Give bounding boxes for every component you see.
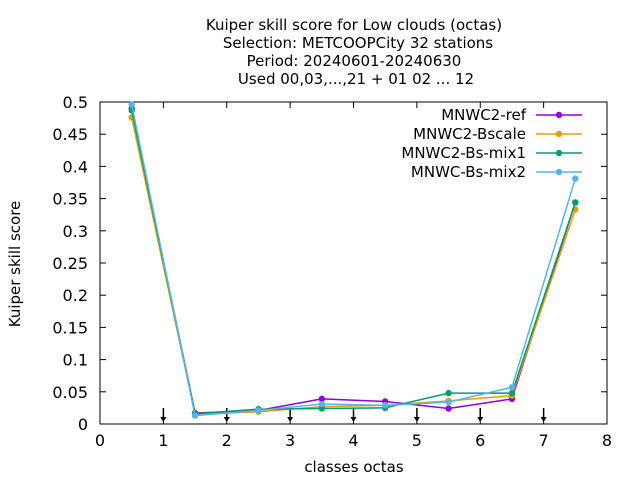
x-tick-label: 5 <box>412 431 422 450</box>
class-boundary-arrow <box>540 417 547 422</box>
class-boundary-markers <box>160 408 547 422</box>
plot-frame <box>99 101 608 425</box>
y-tick-label: 0.35 <box>52 190 88 209</box>
series-line <box>130 110 577 415</box>
title-line-3: Period: 20240601-20240630 <box>247 52 462 70</box>
x-tick-label: 1 <box>158 431 168 450</box>
y-tick-label: 0.05 <box>52 383 88 402</box>
y-tick-label: 0 <box>78 415 88 434</box>
series-line <box>130 117 577 416</box>
data-point <box>318 400 326 408</box>
data-point <box>445 398 452 406</box>
data-point <box>318 405 326 412</box>
legend-marker <box>555 111 563 119</box>
y-axis-label: Kuiper skill score <box>6 201 24 328</box>
legend-label: MNWC2-ref <box>441 106 526 124</box>
title-line-4: Used 00,03,...,21 + 01 02 ... 12 <box>238 70 474 88</box>
data-point <box>255 407 262 414</box>
class-boundary-arrow <box>350 417 357 422</box>
legend: MNWC2-refMNWC2-BscaleMNWC2-Bs-mix1MNWC-B… <box>401 106 582 181</box>
legend-label: MNWC2-Bs-mix1 <box>401 144 526 162</box>
series-line <box>130 104 577 417</box>
title-line-2: Selection: METCOOPCity 32 stations <box>223 34 493 52</box>
class-boundary-arrow <box>223 417 230 422</box>
series-layer <box>128 101 579 419</box>
data-point <box>445 405 452 412</box>
y-tick-label: 0.3 <box>63 222 88 241</box>
x-tick-label: 0 <box>95 431 105 450</box>
data-point <box>508 384 516 391</box>
chart-title: Kuiper skill score for Low clouds (octas… <box>206 16 502 88</box>
data-point <box>191 412 199 419</box>
legend-marker <box>555 149 563 157</box>
legend-marker <box>555 168 563 176</box>
data-point <box>318 395 326 403</box>
data-point <box>572 175 579 182</box>
y-axis-ticks: 0 0.05 0.1 0.15 0.2 0.25 0.3 0.35 0.4 0.45 0.5 <box>52 93 607 434</box>
legend-label: MNWC-Bs-mix2 <box>411 163 526 181</box>
data-point <box>128 101 135 108</box>
y-tick-label: 0.45 <box>52 125 88 144</box>
x-axis-label: classes octas <box>304 458 404 476</box>
y-tick-label: 0.25 <box>52 254 88 273</box>
series-mnwc-bs-mix2 <box>128 101 579 419</box>
x-tick-label: 8 <box>602 431 612 450</box>
x-tick-label: 4 <box>348 431 358 450</box>
data-point <box>572 199 579 206</box>
class-boundary-arrow <box>287 417 294 422</box>
class-boundary-arrow <box>413 417 420 422</box>
class-boundary-arrow <box>477 417 484 422</box>
title-line-1: Kuiper skill score for Low clouds (octas… <box>206 16 502 34</box>
x-tick-label: 6 <box>475 431 485 450</box>
legend-label: MNWC2-Bscale <box>413 125 526 143</box>
y-tick-label: 0.5 <box>63 93 88 112</box>
plot-border <box>99 101 608 425</box>
data-point <box>381 402 389 409</box>
y-tick-label: 0.4 <box>63 157 88 176</box>
data-point <box>445 389 452 397</box>
y-tick-label: 0.1 <box>63 351 88 370</box>
x-tick-label: 3 <box>285 431 295 450</box>
legend-marker <box>555 130 563 138</box>
y-tick-label: 0.15 <box>52 318 88 337</box>
x-axis-ticks: 0 1 2 3 4 5 6 7 8 <box>95 102 612 450</box>
class-boundary-arrow <box>160 417 167 422</box>
x-tick-label: 7 <box>539 431 549 450</box>
x-tick-label: 2 <box>222 431 232 450</box>
data-point <box>508 389 516 397</box>
y-tick-label: 0.2 <box>63 286 88 305</box>
